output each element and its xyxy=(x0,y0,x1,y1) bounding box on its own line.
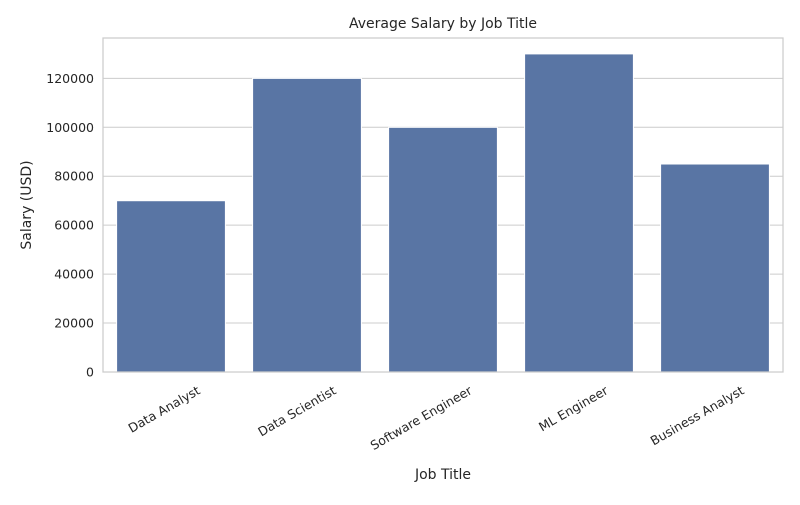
y-tick-label-0: 0 xyxy=(86,365,94,380)
axes-frame xyxy=(102,37,784,373)
y-tick-label-3: 60000 xyxy=(54,218,94,233)
y-tick-label-5: 100000 xyxy=(46,120,94,135)
x-tick-label-2: Software Engineer xyxy=(368,382,476,453)
chart-title: Average Salary by Job Title xyxy=(349,16,537,32)
x-tick-label-0: Data Analyst xyxy=(126,383,203,436)
plot-frame xyxy=(102,37,784,373)
bar-3 xyxy=(524,53,634,373)
y-tick-label-6: 120000 xyxy=(46,71,94,86)
x-tick-labels: Data Analyst Data Scientist Software Engin… xyxy=(126,382,747,453)
x-axis-label: Job Title xyxy=(414,467,471,483)
x-tick-label-3: ML Engineer xyxy=(536,382,611,434)
y-tick-labels: 0 20000 40000 60000 80000 100000 120000 xyxy=(46,71,94,380)
x-tick-label-4: Business Analyst xyxy=(648,383,747,449)
y-tick-label-1: 20000 xyxy=(54,316,94,331)
bar-4 xyxy=(660,163,770,373)
y-axis-label: Salary (USD) xyxy=(19,160,35,249)
bar-2 xyxy=(388,126,498,373)
x-tick-label-1: Data Scientist xyxy=(255,383,338,440)
bar-0 xyxy=(116,200,226,373)
bar-1 xyxy=(252,77,362,373)
bars xyxy=(116,53,770,373)
y-tick-label-2: 40000 xyxy=(54,267,94,282)
y-tick-label-4: 80000 xyxy=(54,169,94,184)
